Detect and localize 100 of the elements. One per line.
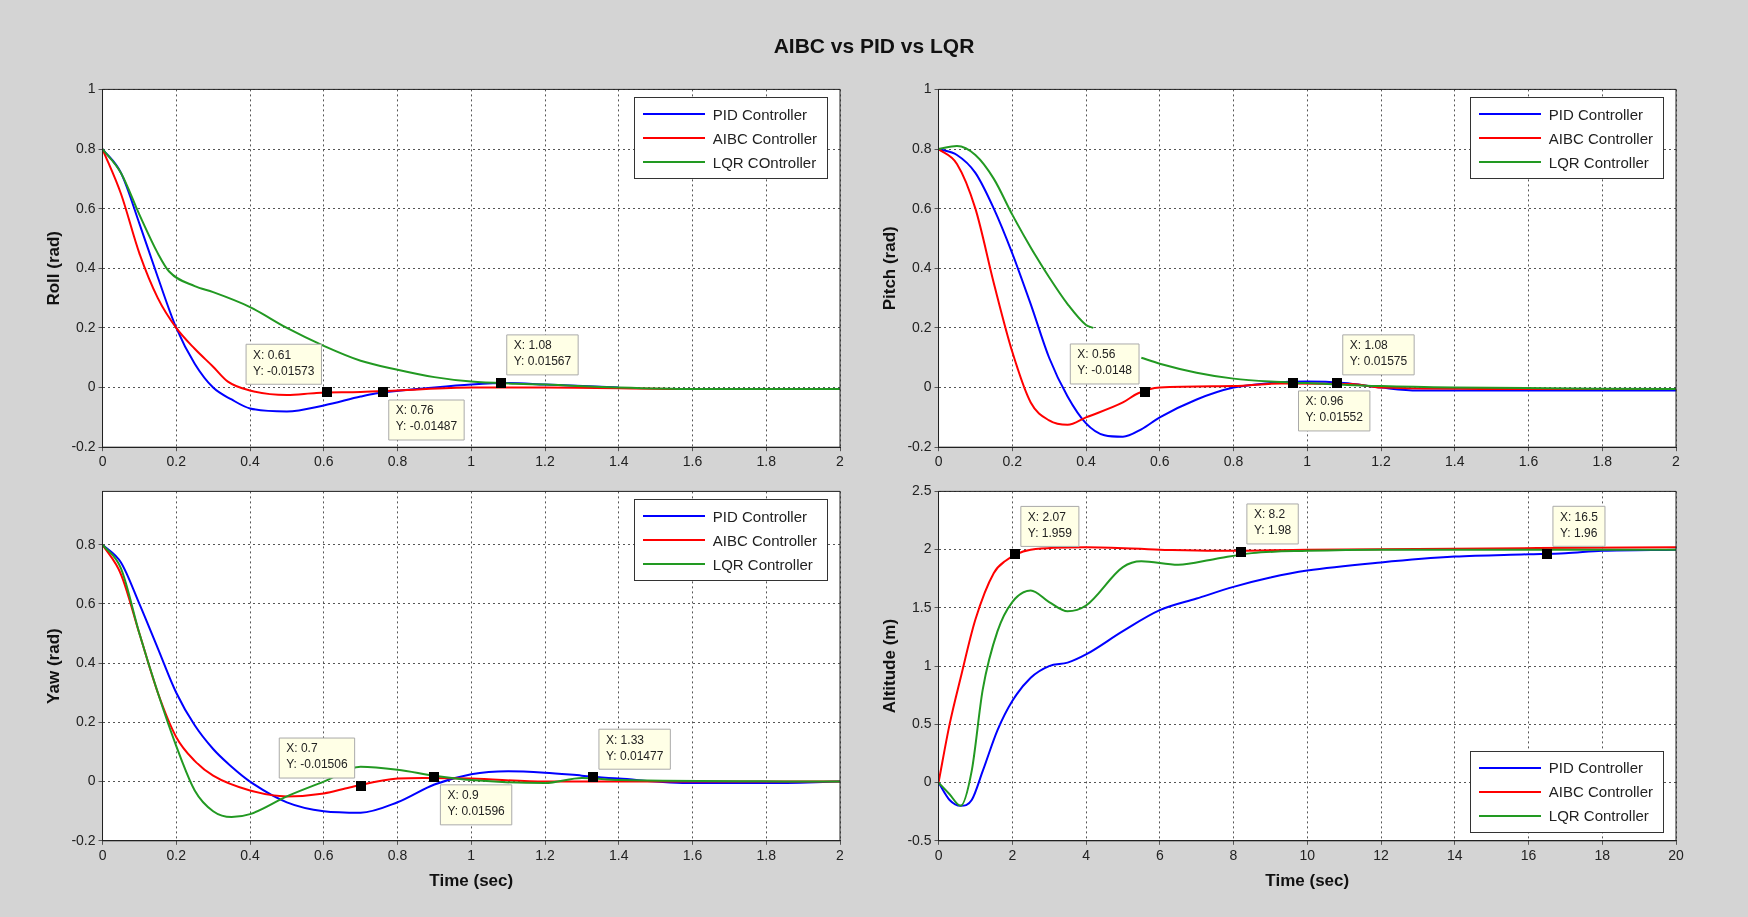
legend-label: AIBC Controller [1548,129,1653,147]
y-axis-title: Yaw (rad) [43,628,63,704]
annotation: X: 2.07 Y: 1.959 [1027,509,1073,540]
legend-label: PID Controller [712,105,807,123]
y-tick-label: 0.5 [912,715,932,732]
annotation: X: 1.08 Y: 0.01567 [513,338,572,369]
y-tick-label: 0.4 [912,259,932,276]
y-tick-label: 0.8 [76,535,96,552]
x-tick-label: 1.2 [535,847,555,864]
y-tick-label: 0.2 [912,318,932,335]
y-tick-label: 0.8 [76,139,96,156]
x-tick-label: 20 [1668,847,1684,864]
y-tick-label: 2.5 [912,482,932,499]
annotation: X: 0.56 Y: -0.0148 [1077,347,1133,378]
x-tick-label: 0.6 [314,847,334,864]
legend-label: PID Controller [712,507,807,525]
x-tick-label: 0.6 [314,453,334,470]
x-tick-label: 1.2 [535,453,555,470]
x-tick-label: 0.4 [240,453,260,470]
x-tick-label: 1.8 [756,847,777,864]
x-tick-label: 0 [98,847,107,864]
y-tick-label: 0.2 [76,318,96,335]
annotation: X: 0.76 Y: -0.01487 [395,403,458,434]
x-tick-label: 1.8 [1592,453,1613,470]
annotation: X: 0.61 Y: -0.01573 [253,347,315,378]
y-tick-label: 1.5 [912,598,932,615]
y-tick-label: -0.2 [71,831,96,848]
x-tick-label: 2 [836,847,845,864]
y-axis-title: Roll (rad) [43,231,63,306]
y-axis-title: Pitch (rad) [879,226,899,311]
y-tick-label: 0.2 [76,713,96,730]
x-tick-label: 10 [1299,847,1316,864]
annotation: X: 0.96 Y: 0.01552 [1305,394,1364,425]
y-tick-label: 0.8 [912,139,932,156]
x-tick-label: 0 [934,453,943,470]
y-tick-label: 0.4 [76,654,96,670]
y-tick-label: 0 [87,378,96,395]
x-tick-label: 4 [1082,847,1091,864]
x-tick-label: 1 [1303,453,1312,470]
y-tick-label: -0.5 [907,831,932,848]
y-tick-label: 0.6 [76,594,96,611]
y-tick-label: 0 [87,772,96,789]
y-tick-label: -0.2 [71,438,96,455]
x-tick-label: 0 [934,847,943,864]
legend-label: LQR Controller [712,555,813,573]
x-tick-label: 1.4 [1445,453,1465,470]
x-tick-label: 1.6 [1518,453,1539,470]
annotation: X: 0.7 Y: -0.01506 [286,741,348,772]
x-tick-label: 2 [836,453,845,470]
x-tick-label: 1.4 [609,847,629,864]
y-tick-label: 1 [87,80,96,97]
x-tick-label: 12 [1373,847,1390,864]
y-tick-label: 2 [923,540,932,557]
y-tick-label: 1 [923,656,932,673]
y-tick-label: -0.2 [907,438,932,455]
x-tick-label: 0.6 [1150,453,1170,470]
x-tick-label: 1 [467,847,476,864]
x-tick-label: 0 [98,453,107,470]
legend-label: AIBC Controller [712,129,817,147]
x-tick-label: 0.4 [240,847,260,864]
annotation: X: 8.2 Y: 1.98 [1253,507,1292,538]
x-tick-label: 0.8 [1223,453,1244,470]
annotation: X: 0.9 Y: 0.01596 [447,788,506,819]
x-tick-label: 8 [1229,847,1238,864]
legend-label: PID Controller [1548,759,1643,777]
y-tick-label: 0 [923,773,932,790]
y-tick-label: 1 [923,80,932,97]
legend-label: LQR Controller [1548,153,1649,171]
x-tick-label: 2 [1672,453,1681,470]
legend-label: PID Controller [1548,105,1643,123]
x-tick-label: 16 [1520,847,1537,864]
x-tick-label: 1.8 [756,453,777,470]
y-tick-label: 0 [923,378,932,395]
y-tick-label: 0.4 [76,259,96,276]
x-tick-label: 0.8 [387,453,408,470]
legend-label: AIBC Controller [712,531,817,549]
x-tick-label: 0.4 [1076,453,1096,470]
x-tick-label: 0.8 [387,847,408,864]
x-tick-label: 0.2 [1002,453,1023,470]
x-axis-title: Time (sec) [429,871,514,891]
x-tick-label: 1 [467,453,476,470]
y-tick-label: 0.6 [912,199,932,216]
x-tick-label: 1.6 [682,453,703,470]
x-tick-label: 1.6 [682,847,703,864]
x-tick-label: 1.4 [609,453,629,470]
x-axis-title: Time (sec) [1265,871,1350,891]
y-axis-title: Altitude (m) [879,618,899,714]
x-tick-label: 18 [1594,847,1611,864]
legend-label: AIBC Controller [1548,783,1653,801]
annotation: X: 1.08 Y: 0.01575 [1349,338,1408,369]
x-tick-label: 14 [1446,847,1463,864]
annotation: X: 16.5 Y: 1.96 [1559,509,1599,540]
annotation: X: 1.33 Y: 0.01477 [605,732,664,763]
y-tick-label: 0.6 [76,199,96,216]
legend-label: LQR COntroller [712,153,817,171]
chart-title: AIBC vs PID vs LQR [772,34,976,58]
x-tick-label: 0.2 [166,847,187,864]
x-tick-label: 1.2 [1371,453,1391,470]
x-tick-label: 6 [1155,847,1164,864]
x-tick-label: 0.2 [166,453,187,470]
